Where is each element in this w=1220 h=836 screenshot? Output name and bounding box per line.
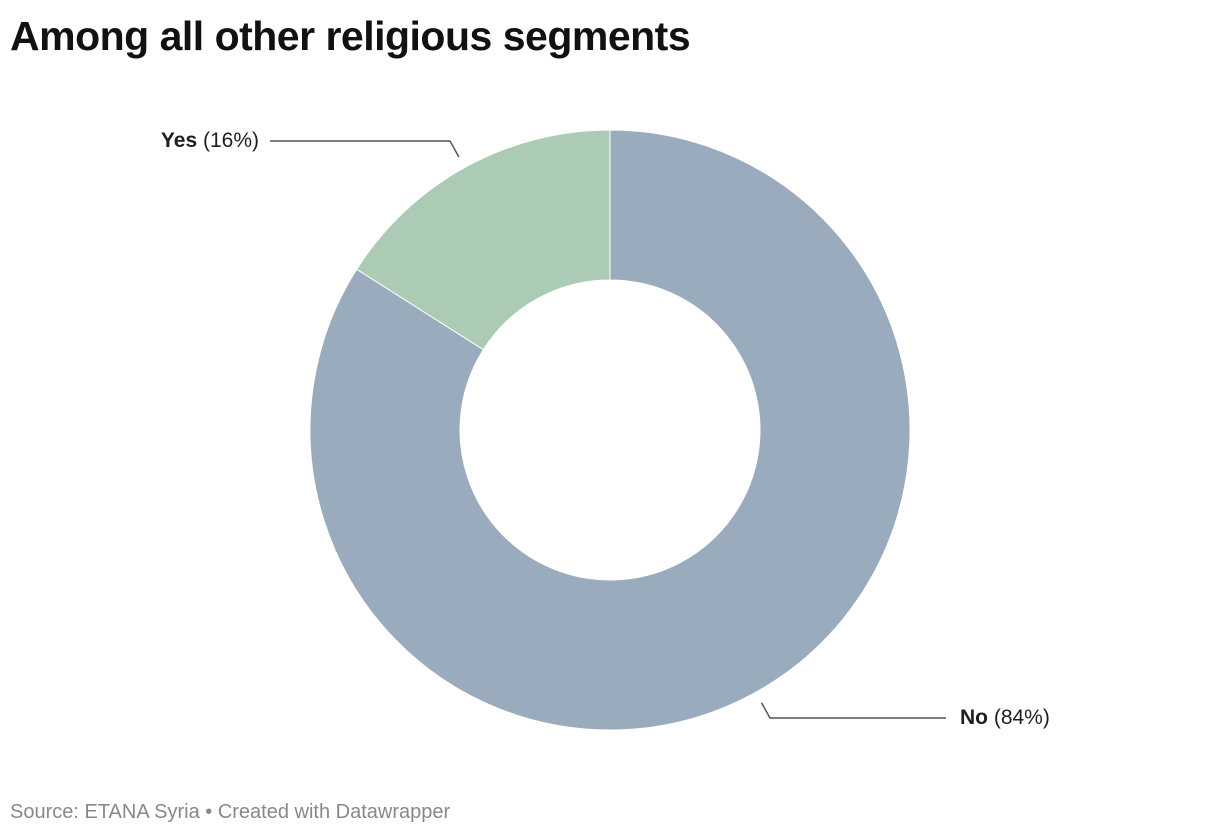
slice-yes[interactable]: [356, 129, 611, 351]
leader-lines: [270, 140, 946, 719]
chart-title: Among all other religious segments: [10, 13, 691, 59]
footer-separator: •: [199, 801, 218, 823]
slice-label-no: No (84%): [960, 706, 1050, 729]
footer-source: Source: ETANA Syria: [10, 801, 200, 823]
slice-labels: No (84%) Yes (16%): [161, 129, 1050, 729]
slice-label-category: Yes: [161, 129, 197, 152]
leader-line-no: [760, 702, 946, 719]
chart-footer: Source: ETANA Syria • Created with Dataw…: [10, 799, 450, 825]
slice-label-category: No: [960, 706, 988, 729]
slice-label-value: (84%): [988, 706, 1050, 729]
donut-slices: [309, 129, 911, 731]
slice-label-value: (16%): [197, 129, 259, 152]
slice-label-yes: Yes (16%): [161, 129, 259, 152]
leader-line-yes: [270, 140, 460, 158]
slice-no[interactable]: [309, 129, 911, 731]
footer-credit[interactable]: Created with Datawrapper: [217, 801, 451, 823]
